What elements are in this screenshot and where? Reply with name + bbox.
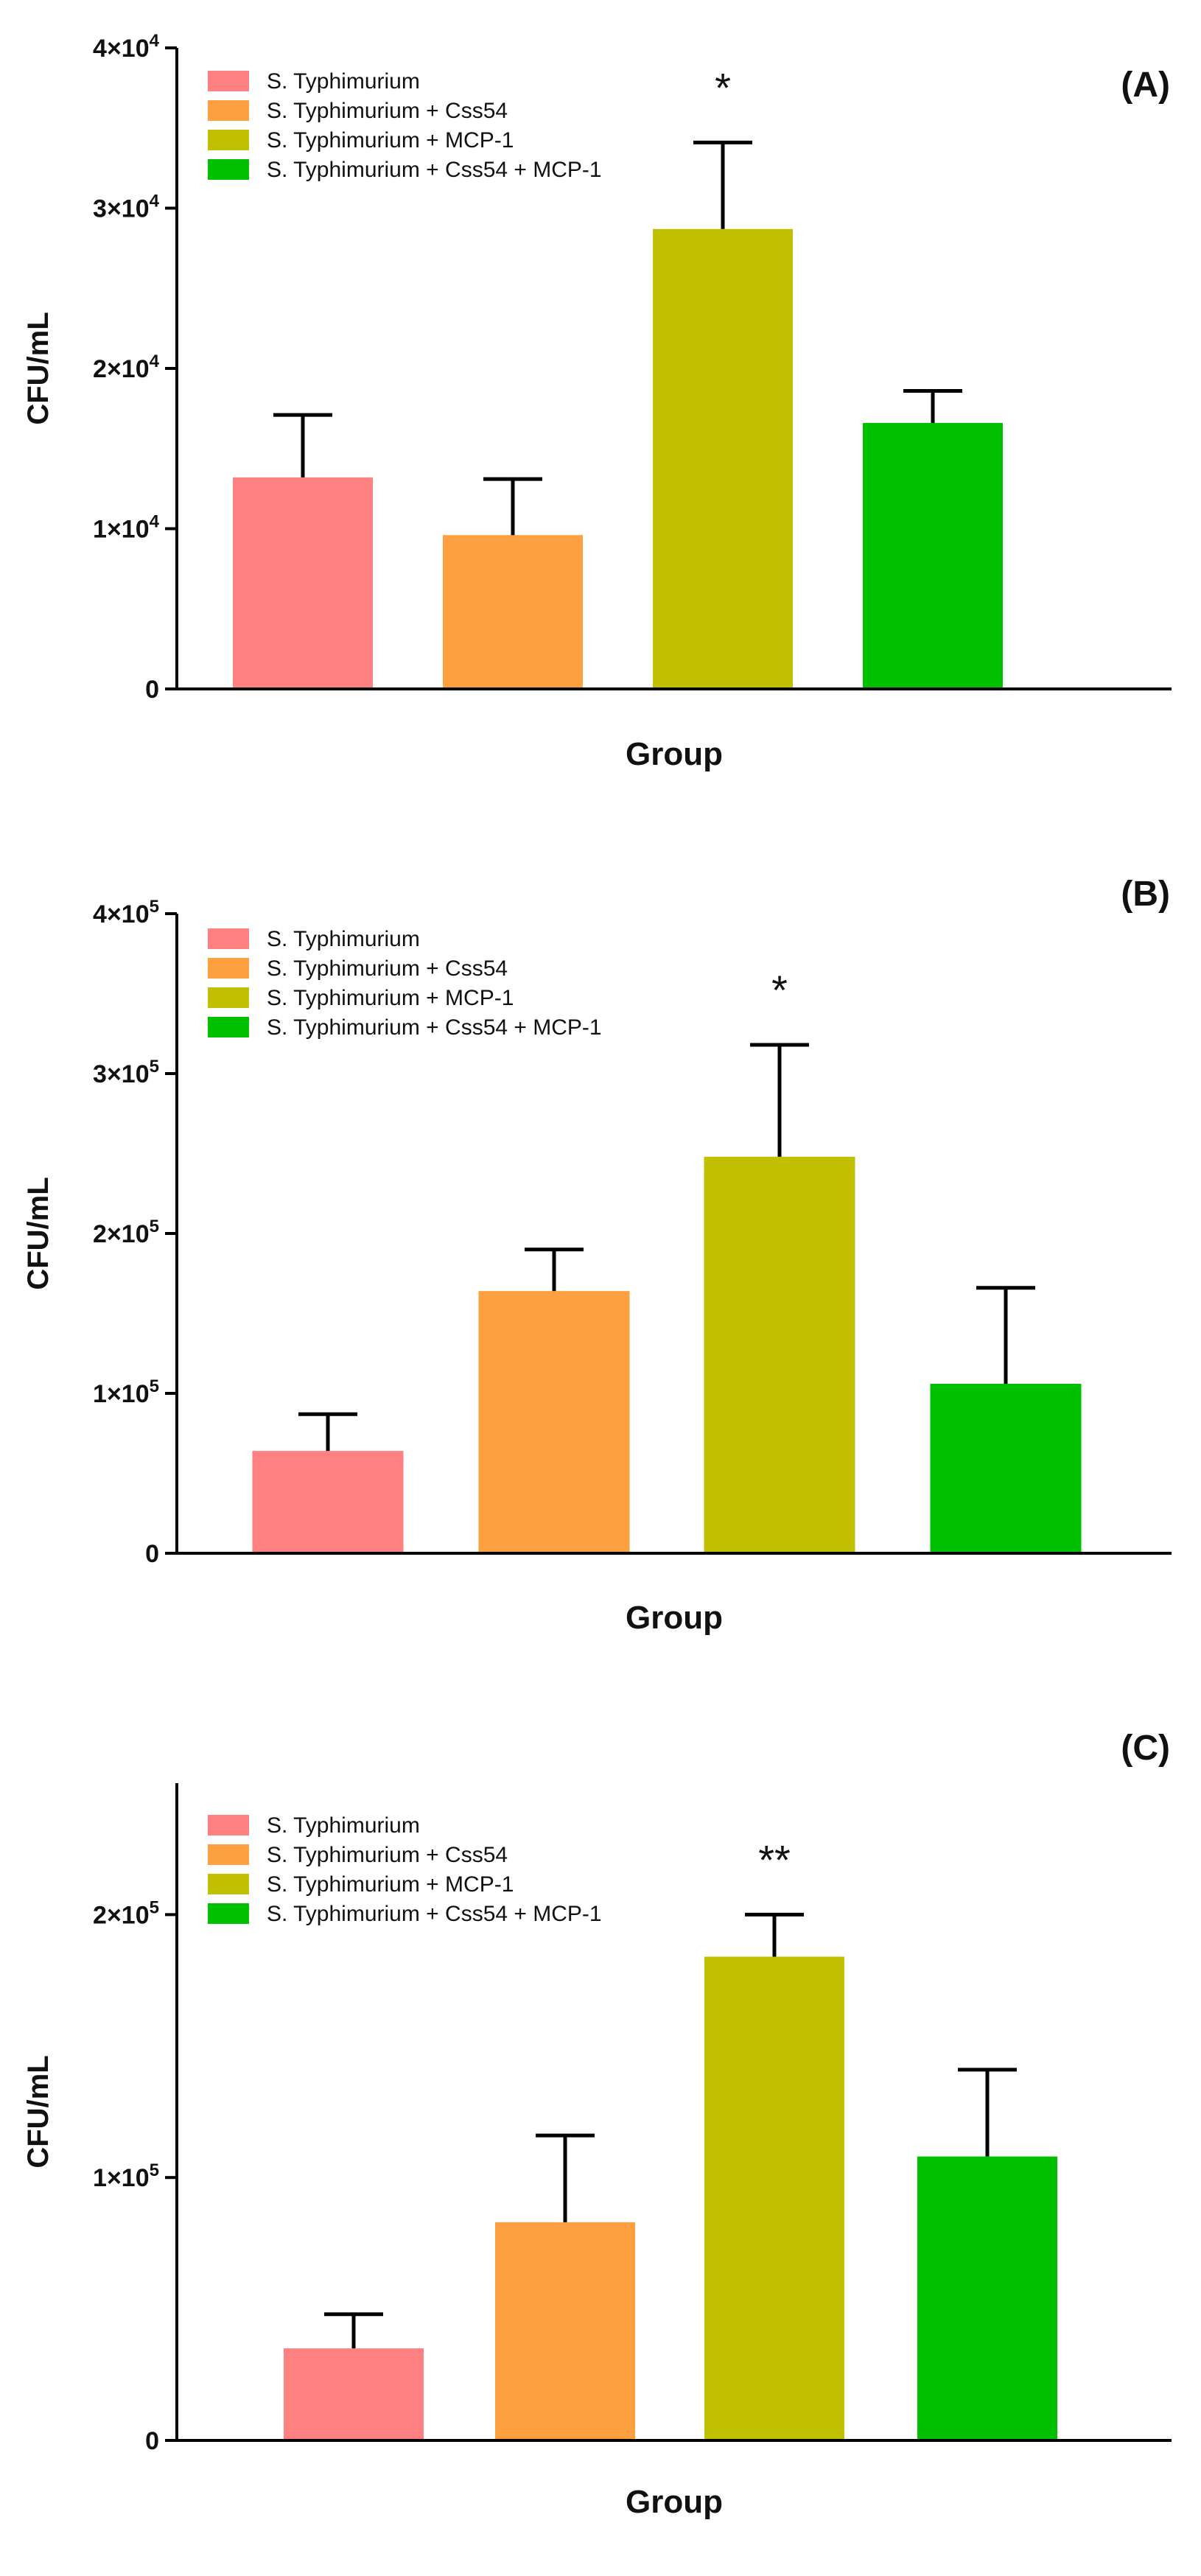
y-tick-label: 1×104 <box>93 512 160 544</box>
legend-entry-4: S. Typhimurium + Css54 + MCP-1 <box>267 1015 602 1040</box>
y-tick-label: 0 <box>145 2427 159 2455</box>
panel-label: (C) <box>1121 1729 1170 1768</box>
bar-3 <box>704 1156 855 1553</box>
legend-swatch-3 <box>208 1874 249 1894</box>
y-tick-exponent: 5 <box>150 1897 159 1917</box>
y-tick-label: 1×105 <box>93 1376 159 1408</box>
y-tick-label: 3×104 <box>93 192 160 223</box>
legend-swatch-2 <box>208 1844 249 1865</box>
legend-entry-4: S. Typhimurium + Css54 + MCP-1 <box>267 158 602 182</box>
y-tick-label: 0 <box>145 676 159 704</box>
x-axis-label: Group <box>626 2484 723 2520</box>
legend-swatch-4 <box>208 1903 249 1924</box>
y-tick-label: 1×105 <box>93 2160 159 2192</box>
significance-marker: * <box>771 967 788 1013</box>
bar-2 <box>495 2222 635 2440</box>
legend-entry-2: S. Typhimurium + Css54 <box>267 99 508 123</box>
legend-swatch-3 <box>208 130 249 150</box>
legend: S. Typhimurium S. Typhimurium + Css54 S. T… <box>208 69 602 182</box>
bar-1 <box>284 2348 424 2440</box>
legend-swatch-2 <box>208 958 249 979</box>
legend-swatch-4 <box>208 1017 249 1037</box>
legend-entry-3: S. Typhimurium + MCP-1 <box>267 1872 514 1897</box>
y-tick-label: 3×105 <box>93 1057 159 1088</box>
legend-swatch-1 <box>208 928 249 949</box>
chart-panel-2: * 0 1×105 2×105 3×105 4×105 CFU/mL Group (B) S. T… <box>22 875 1172 1636</box>
legend-entry-1: S. Typhimurium <box>267 1813 420 1838</box>
legend-entry-2: S. Typhimurium + Css54 <box>267 956 508 981</box>
y-tick-label: 0 <box>145 1540 159 1568</box>
legend-entry-4: S. Typhimurium + Css54 + MCP-1 <box>267 1902 602 1926</box>
bar-2 <box>443 535 583 689</box>
x-axis-label: Group <box>626 736 723 772</box>
legend-entry-1: S. Typhimurium <box>267 927 420 951</box>
chart-panel-1: * 0 1×104 2×104 3×104 4×104 CFU/mL Group (A) S. T… <box>22 31 1172 772</box>
bar-3 <box>704 1956 844 2440</box>
significance-marker: * <box>715 64 731 111</box>
y-tick-exponent: 5 <box>150 897 159 917</box>
y-tick-exponent: 5 <box>150 1217 159 1236</box>
legend: S. Typhimurium S. Typhimurium + Css54 S. T… <box>208 927 602 1040</box>
y-tick-exponent: 4 <box>150 351 160 371</box>
y-axis-label: CFU/mL <box>22 1177 55 1289</box>
y-tick-exponent: 4 <box>150 512 160 532</box>
panel-label: (B) <box>1121 875 1170 914</box>
y-tick-exponent: 4 <box>150 31 160 51</box>
y-tick-label: 2×105 <box>93 1897 159 1929</box>
y-axis-label: CFU/mL <box>22 312 55 424</box>
legend-swatch-1 <box>208 71 249 91</box>
legend-entry-2: S. Typhimurium + Css54 <box>267 1843 508 1867</box>
significance-marker: ** <box>758 1836 791 1883</box>
legend-entry-1: S. Typhimurium <box>267 69 420 94</box>
legend-entry-3: S. Typhimurium + MCP-1 <box>267 986 514 1010</box>
legend-swatch-2 <box>208 100 249 121</box>
legend: S. Typhimurium S. Typhimurium + Css54 S. T… <box>208 1813 602 1926</box>
bar-4 <box>863 422 1003 689</box>
chart-panel-3: ** 0 1×105 2×105 CFU/mL Group (C) S. Typhimuriu… <box>22 1729 1172 2520</box>
legend-entry-3: S. Typhimurium + MCP-1 <box>267 128 514 153</box>
legend-swatch-4 <box>208 159 249 180</box>
panel-label: (A) <box>1121 66 1170 105</box>
y-tick-label: 2×105 <box>93 1217 159 1248</box>
y-axis-label: CFU/mL <box>22 2055 55 2168</box>
legend-swatch-3 <box>208 987 249 1008</box>
y-tick-label: 4×105 <box>93 897 159 928</box>
bar-1 <box>233 477 373 689</box>
bar-4 <box>930 1383 1082 1553</box>
bar-4 <box>917 2156 1057 2440</box>
y-tick-exponent: 5 <box>150 2160 159 2180</box>
bar-3 <box>653 228 793 689</box>
y-tick-label: 2×104 <box>93 351 160 383</box>
bar-2 <box>478 1291 630 1553</box>
bar-1 <box>252 1451 404 1553</box>
legend-swatch-1 <box>208 1815 249 1835</box>
y-tick-label: 4×104 <box>93 31 160 63</box>
x-axis-label: Group <box>626 1600 723 1636</box>
y-tick-exponent: 4 <box>150 192 160 211</box>
y-tick-exponent: 5 <box>150 1057 159 1077</box>
y-tick-exponent: 5 <box>150 1376 159 1396</box>
